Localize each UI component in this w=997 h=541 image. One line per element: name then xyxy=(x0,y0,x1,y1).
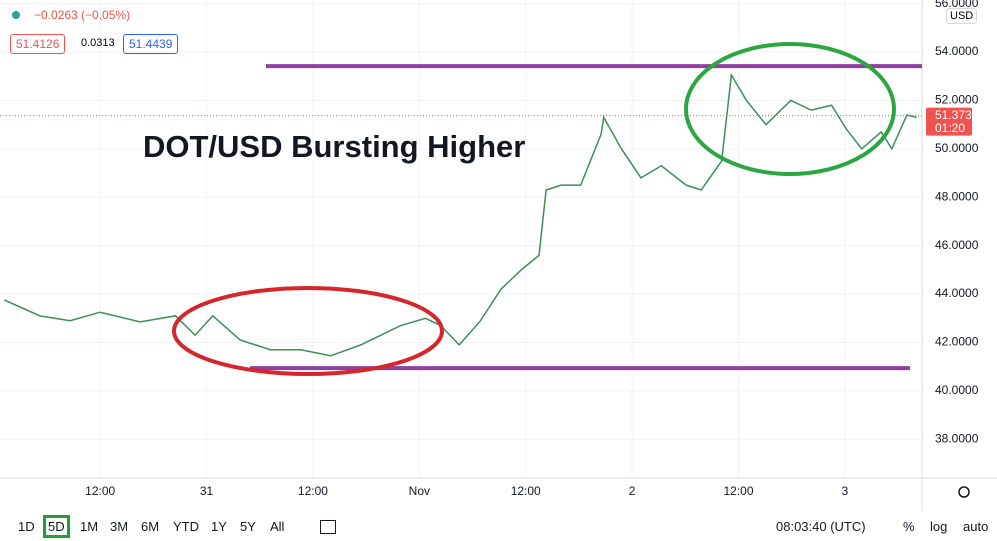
background xyxy=(0,0,997,511)
option-button[interactable]: log xyxy=(930,519,948,534)
range-button[interactable]: YTD xyxy=(173,519,199,534)
y-tick-label: 54.0000 xyxy=(935,44,979,58)
x-tick-label: 3 xyxy=(842,484,849,498)
option-button[interactable]: auto xyxy=(963,519,989,534)
y-tick-label: 44.0000 xyxy=(935,286,979,300)
highlight-ellipse xyxy=(172,286,444,376)
range-button[interactable]: 6M xyxy=(141,519,160,534)
settings-icon[interactable] xyxy=(958,486,970,498)
range-button[interactable]: 1D xyxy=(18,519,35,534)
y-tick-label: 38.0000 xyxy=(935,431,979,445)
last-price-label: 51.3736 xyxy=(935,108,979,122)
price-line xyxy=(4,72,917,357)
range-button[interactable]: All xyxy=(270,519,285,534)
range-button[interactable]: 1M xyxy=(80,519,99,534)
y-tick-label: 48.0000 xyxy=(935,189,979,203)
spread: 0.0313 xyxy=(81,37,115,49)
status-dot xyxy=(12,11,20,19)
y-tick-label: 52.0000 xyxy=(935,93,979,107)
clock: 08:03:40 (UTC) xyxy=(776,519,866,534)
x-tick-label: 12:00 xyxy=(511,484,541,498)
x-tick-label: 12:00 xyxy=(298,484,328,498)
change: −0.0263 (−0.05%) xyxy=(34,8,131,22)
y-tick-label: 40.0000 xyxy=(935,383,979,397)
y-tick-label: 46.0000 xyxy=(935,238,979,252)
y-tick-label: 56.0000 xyxy=(935,0,979,10)
toolbar: 1D 5D 1M 3M 6M YTD 1Y 5Y All 08:03:40 (UTC)% log au… xyxy=(0,511,997,541)
range-button[interactable]: 5D xyxy=(43,515,70,538)
highlight-ellipse xyxy=(684,42,896,176)
annotation-title: DOT/USD Bursting Higher xyxy=(143,129,525,164)
countdown: 01:20 xyxy=(935,121,965,135)
x-tick-label: 31 xyxy=(200,484,214,498)
currency[interactable]: USD xyxy=(946,8,978,24)
status: −0.0263 (−0.05%) xyxy=(12,8,130,22)
x-tick-label: 12:00 xyxy=(85,484,115,498)
x-tick-label: 2 xyxy=(629,484,636,498)
calendar-icon[interactable] xyxy=(320,520,336,534)
last-price-tag xyxy=(926,107,972,136)
range-button[interactable]: 3M xyxy=(110,519,129,534)
ask[interactable]: 51.4439 xyxy=(123,34,179,54)
x-tick-label: 12:00 xyxy=(723,484,753,498)
option-button[interactable]: % xyxy=(903,519,915,534)
y-tick-label: 42.0000 xyxy=(935,335,979,349)
y-tick-label: 50.0000 xyxy=(935,141,979,155)
chart: DOT/USD Bursting Higher 38.0000 40.0000 42… xyxy=(0,0,997,511)
range-button[interactable]: 1Y xyxy=(211,519,227,534)
x-tick-label: Nov xyxy=(409,484,430,498)
range-button[interactable]: 5Y xyxy=(240,519,256,534)
bid[interactable]: 51.4126 xyxy=(10,34,66,54)
